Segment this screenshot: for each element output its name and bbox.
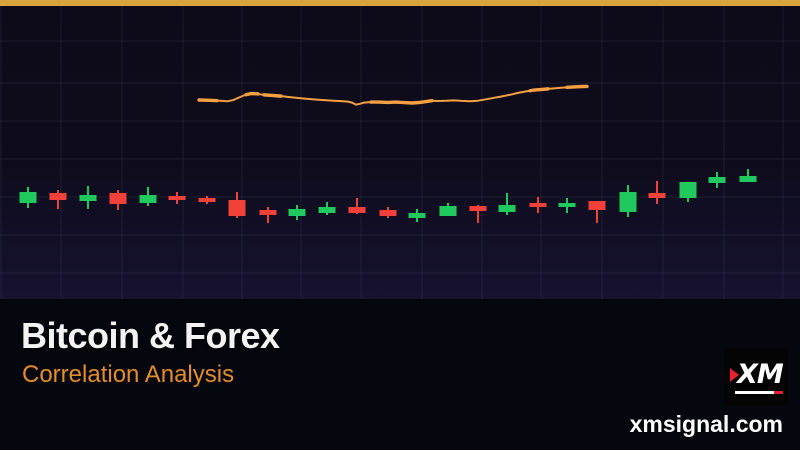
price-chart [0, 0, 800, 299]
correlation-line-thick-segment [528, 87, 550, 93]
candle [469, 205, 487, 223]
candle [529, 197, 547, 213]
candles [19, 169, 757, 223]
candle [109, 190, 127, 210]
candle [139, 187, 157, 206]
candle [79, 186, 97, 209]
candle [168, 192, 186, 204]
candle [588, 201, 606, 223]
candle [619, 185, 637, 217]
candle [558, 198, 576, 213]
candle [739, 169, 757, 182]
correlation-line-thick-segment [244, 91, 260, 97]
correlation-line-thick-segment [565, 84, 589, 90]
top-accent-bar [0, 0, 800, 6]
candle [379, 207, 397, 218]
candle [288, 205, 306, 220]
candle [439, 203, 457, 216]
candle [19, 187, 37, 208]
candle [228, 192, 246, 218]
grid-lines [0, 0, 800, 299]
candle [708, 172, 726, 188]
chart-area [0, 0, 800, 299]
candle [408, 209, 426, 222]
candle [49, 190, 67, 209]
footer: Bitcoin & Forex Correlation Analysis XM … [0, 299, 800, 450]
candle [498, 193, 516, 215]
correlation-line-thick-segment [197, 98, 219, 103]
candle [198, 196, 216, 204]
candle [348, 198, 366, 214]
xm-logo-underline [735, 391, 783, 394]
website-url: xmsignal.com [629, 411, 783, 437]
candle [679, 182, 697, 202]
correlation-line-thick-segment [400, 99, 434, 105]
page-title: Bitcoin & Forex [21, 315, 280, 356]
xm-logo-text: XM [737, 359, 784, 390]
candle [318, 202, 336, 215]
play-triangle-icon [730, 368, 739, 382]
candle [259, 207, 277, 223]
page-subtitle: Correlation Analysis [22, 361, 235, 388]
candle [648, 181, 666, 204]
correlation-line-thick-segment [262, 93, 283, 98]
xm-logo: XM [724, 348, 788, 406]
